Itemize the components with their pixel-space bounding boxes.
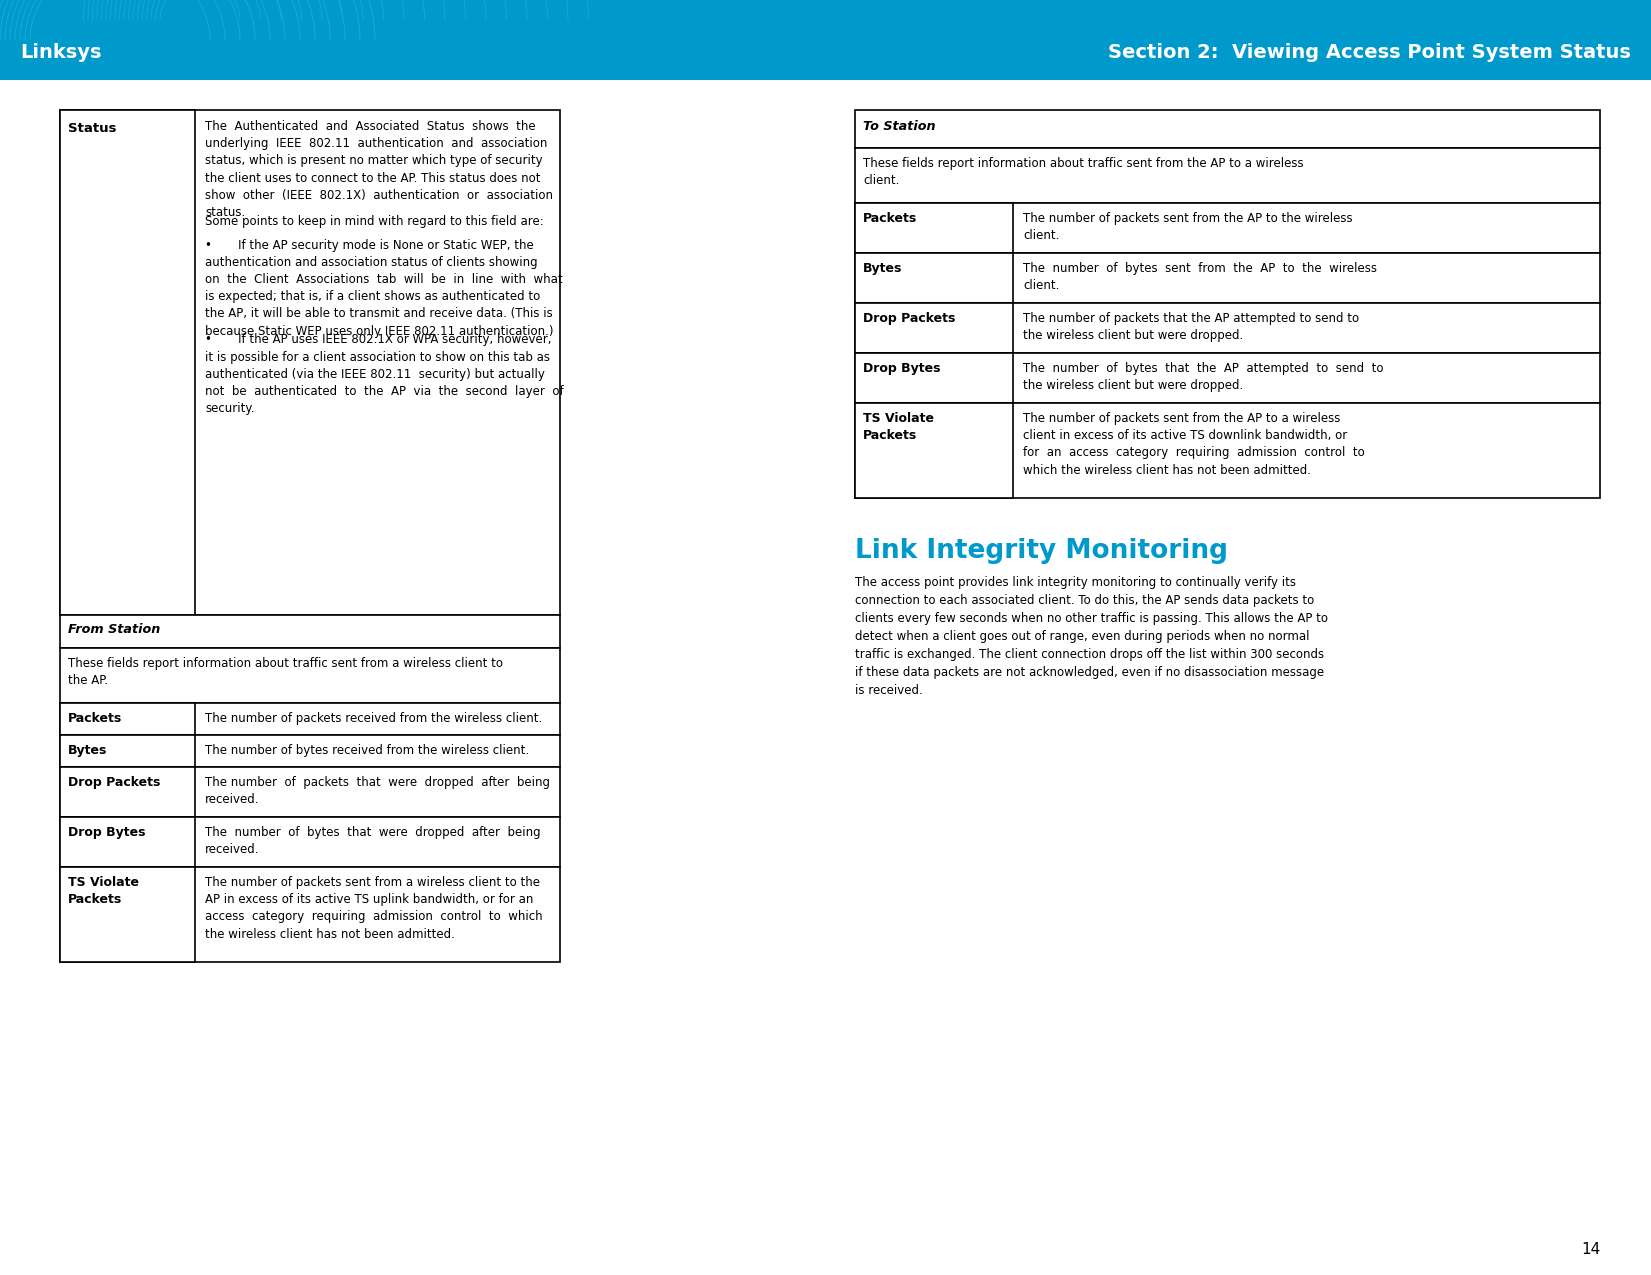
Bar	[855, 403, 1014, 499]
Text: Packets: Packets	[863, 212, 918, 224]
Text: Drop Bytes: Drop Bytes	[68, 826, 145, 839]
Bar	[855, 203, 1014, 252]
Text: The number  of  packets  that  were  dropped  after  being
received.: The number of packets that were dropped …	[205, 776, 550, 806]
Text: The  number  of  bytes  that  the  AP  attempted  to  send  to
the wireless clie: The number of bytes that the AP attempte…	[1024, 362, 1384, 393]
Text: The number of packets sent from the AP to a wireless
client in excess of its act: The number of packets sent from the AP t…	[1024, 412, 1365, 477]
Text: Bytes: Bytes	[68, 745, 107, 757]
Bar	[59, 110, 560, 615]
Text: Drop Bytes: Drop Bytes	[863, 362, 941, 375]
Text: •       If the AP uses IEEE 802.1X or WPA security, however,
it is possible for : • If the AP uses IEEE 802.1X or WPA secu…	[205, 334, 563, 416]
Text: Linksys: Linksys	[20, 42, 101, 61]
Bar	[855, 403, 1600, 499]
Text: These fields report information about traffic sent from the AP to a wireless
cli: These fields report information about tr…	[863, 157, 1304, 187]
Text: Drop Packets: Drop Packets	[863, 312, 956, 325]
Text: The  number  of  bytes  sent  from  the  AP  to  the  wireless
client.: The number of bytes sent from the AP to …	[1024, 261, 1377, 292]
Text: Packets: Packets	[68, 711, 122, 725]
Text: The  number  of  bytes  that  were  dropped  after  being
received.: The number of bytes that were dropped af…	[205, 826, 540, 857]
Bar	[855, 148, 1600, 203]
Text: The number of packets that the AP attempted to send to
the wireless client but w: The number of packets that the AP attemp…	[1024, 312, 1359, 342]
Text: The number of packets sent from the AP to the wireless
client.: The number of packets sent from the AP t…	[1024, 212, 1352, 242]
Bar	[59, 817, 560, 867]
Text: •       If the AP security mode is None or Static WEP, the
authentication and as: • If the AP security mode is None or Sta…	[205, 238, 563, 338]
Bar	[855, 252, 1014, 303]
Text: The number of packets received from the wireless client.: The number of packets received from the …	[205, 711, 542, 725]
Text: Some points to keep in mind with regard to this field are:: Some points to keep in mind with regard …	[205, 215, 543, 228]
Text: The number of bytes received from the wireless client.: The number of bytes received from the wi…	[205, 745, 528, 757]
Bar	[59, 867, 560, 963]
Bar	[855, 303, 1014, 353]
Text: To Station: To Station	[863, 120, 936, 133]
Bar	[59, 703, 195, 734]
Text: The number of packets sent from a wireless client to the
AP in excess of its act: The number of packets sent from a wirele…	[205, 876, 543, 941]
Text: Link Integrity Monitoring: Link Integrity Monitoring	[855, 538, 1228, 564]
Bar	[59, 867, 195, 963]
Text: 14: 14	[1582, 1242, 1600, 1257]
Bar	[59, 734, 195, 768]
Text: TS Violate
Packets: TS Violate Packets	[863, 412, 934, 442]
Bar	[59, 110, 195, 615]
Bar	[855, 252, 1600, 303]
Text: Status: Status	[68, 122, 117, 135]
Bar	[855, 110, 1600, 148]
Bar	[0, 0, 1651, 80]
Bar	[59, 615, 560, 648]
Bar	[59, 817, 195, 867]
Bar	[855, 303, 1600, 353]
Bar	[855, 353, 1014, 403]
Bar	[59, 648, 560, 703]
Bar	[59, 703, 560, 734]
Bar	[59, 768, 195, 817]
Text: The  Authenticated  and  Associated  Status  shows  the
underlying  IEEE  802.11: The Authenticated and Associated Status …	[205, 120, 553, 219]
Text: Bytes: Bytes	[863, 261, 903, 275]
Text: TS Violate
Packets: TS Violate Packets	[68, 876, 139, 907]
Bar	[855, 353, 1600, 403]
Text: These fields report information about traffic sent from a wireless client to
the: These fields report information about tr…	[68, 657, 504, 687]
Text: The access point provides link integrity monitoring to continually verify its
co: The access point provides link integrity…	[855, 576, 1327, 697]
Text: From Station: From Station	[68, 623, 160, 636]
Text: Section 2:  Viewing Access Point System Status: Section 2: Viewing Access Point System S…	[1108, 42, 1631, 61]
Bar	[59, 734, 560, 768]
Bar	[59, 768, 560, 817]
Bar	[855, 203, 1600, 252]
Text: Drop Packets: Drop Packets	[68, 776, 160, 789]
